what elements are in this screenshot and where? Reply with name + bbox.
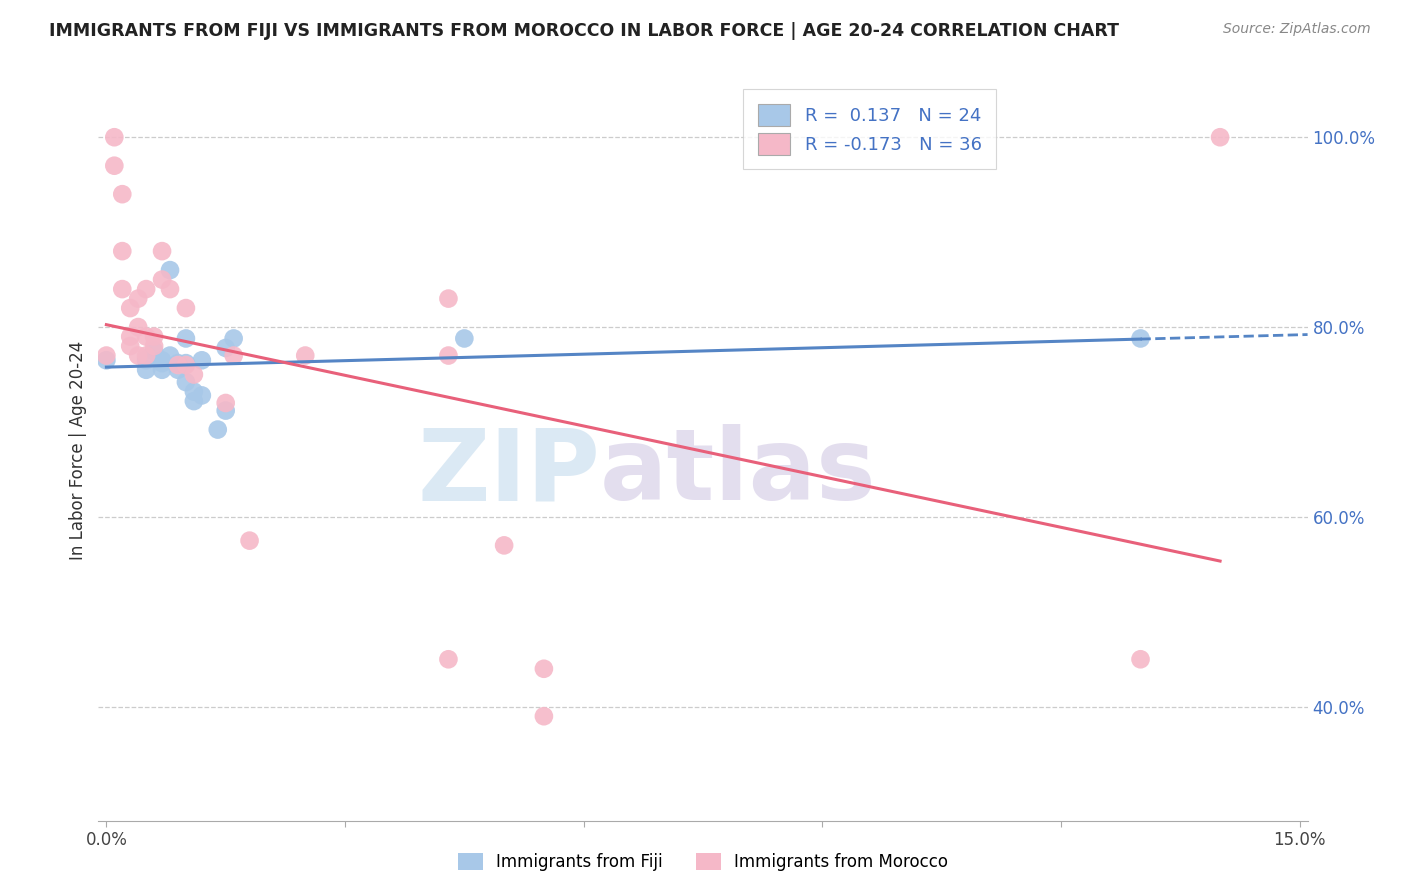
Point: [222, 349, 245, 363]
Point: [1129, 652, 1152, 666]
Point: [183, 384, 205, 399]
Text: atlas: atlas: [600, 425, 877, 521]
Point: [239, 533, 262, 548]
Point: [150, 363, 173, 377]
Point: [143, 339, 166, 353]
Point: [159, 282, 181, 296]
Point: [127, 320, 149, 334]
Point: [150, 356, 173, 370]
Text: Source: ZipAtlas.com: Source: ZipAtlas.com: [1223, 22, 1371, 37]
Point: [135, 282, 157, 296]
Point: [96, 353, 118, 368]
Point: [120, 301, 142, 315]
Point: [150, 272, 173, 286]
Point: [494, 538, 516, 552]
Point: [96, 349, 118, 363]
Point: [143, 343, 166, 358]
Point: [215, 403, 238, 417]
Point: [103, 159, 125, 173]
Point: [174, 331, 197, 345]
Point: [183, 394, 205, 409]
Y-axis label: In Labor Force | Age 20-24: In Labor Force | Age 20-24: [69, 341, 87, 560]
Point: [437, 349, 460, 363]
Point: [150, 353, 173, 368]
Point: [437, 292, 460, 306]
Point: [191, 388, 214, 402]
Point: [159, 263, 181, 277]
Point: [174, 301, 197, 315]
Point: [167, 358, 190, 372]
Point: [143, 329, 166, 343]
Point: [167, 356, 190, 370]
Point: [120, 329, 142, 343]
Text: ZIP: ZIP: [418, 425, 600, 521]
Point: [1209, 130, 1232, 145]
Point: [150, 244, 173, 259]
Point: [174, 358, 197, 372]
Point: [294, 349, 316, 363]
Point: [103, 130, 125, 145]
Point: [135, 349, 157, 363]
Point: [111, 187, 134, 202]
Point: [453, 331, 475, 345]
Legend: Immigrants from Fiji, Immigrants from Morocco: Immigrants from Fiji, Immigrants from Mo…: [450, 845, 956, 880]
Point: [127, 292, 149, 306]
Point: [215, 341, 238, 355]
Point: [533, 662, 555, 676]
Point: [111, 244, 134, 259]
Point: [135, 329, 157, 343]
Point: [120, 339, 142, 353]
Text: IMMIGRANTS FROM FIJI VS IMMIGRANTS FROM MOROCCO IN LABOR FORCE | AGE 20-24 CORRE: IMMIGRANTS FROM FIJI VS IMMIGRANTS FROM …: [49, 22, 1119, 40]
Point: [111, 282, 134, 296]
Point: [207, 423, 229, 437]
Point: [174, 375, 197, 389]
Point: [191, 353, 214, 368]
Legend: R =  0.137   N = 24, R = -0.173   N = 36: R = 0.137 N = 24, R = -0.173 N = 36: [744, 89, 997, 169]
Point: [174, 356, 197, 370]
Point: [135, 353, 157, 368]
Point: [127, 349, 149, 363]
Point: [533, 709, 555, 723]
Point: [437, 652, 460, 666]
Point: [1129, 331, 1152, 345]
Point: [215, 396, 238, 410]
Point: [135, 363, 157, 377]
Point: [159, 349, 181, 363]
Point: [222, 331, 245, 345]
Point: [167, 363, 190, 377]
Point: [183, 368, 205, 382]
